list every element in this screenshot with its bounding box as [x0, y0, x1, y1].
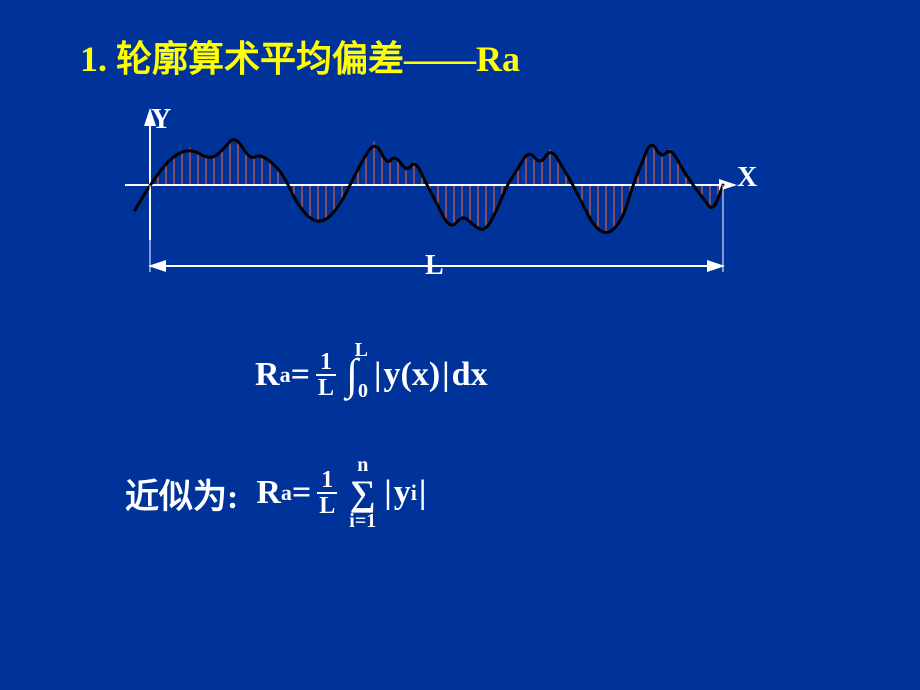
sum-lower: i=1 — [349, 511, 376, 531]
formula-sum: Ra = 1 L n ∑ i=1 |yi| — [256, 455, 428, 531]
profile-diagram: Y X L — [115, 100, 775, 330]
ra-symbol: R — [255, 356, 280, 394]
length-label: L — [425, 250, 444, 282]
equals-sign: = — [291, 356, 310, 394]
frac-denominator: L — [314, 376, 338, 400]
title-prefix: 1. — [80, 39, 116, 79]
integrand-y: y(x) — [384, 356, 441, 394]
integrand-dx: dx — [452, 356, 488, 394]
sum-y-sub: i — [411, 480, 417, 506]
profile-svg — [115, 100, 775, 300]
frac-denominator-2: L — [315, 494, 339, 518]
x-axis-label: X — [737, 162, 757, 194]
equals-sign-2: = — [292, 474, 311, 512]
ra-subscript: a — [280, 362, 291, 388]
sum-y: y — [394, 474, 411, 512]
sum-upper: n — [357, 455, 368, 475]
frac-numerator-2: 1 — [317, 468, 337, 494]
abs-bar-right-2: | — [419, 474, 427, 512]
abs-bar-right: | — [442, 356, 450, 394]
summation-symbol: n ∑ i=1 — [349, 455, 376, 531]
ra-subscript-2: a — [281, 480, 292, 506]
approx-label: 近似为: — [125, 469, 238, 518]
integral-lower: 0 — [358, 380, 368, 403]
formula-integral: Ra = 1 L L ∫ 0 |y(x)| dx — [255, 350, 488, 400]
title-ra: Ra — [476, 39, 520, 79]
abs-bar-left: | — [374, 356, 382, 394]
fraction-1-over-L: 1 L — [314, 350, 338, 400]
fraction-1-over-L-2: 1 L — [315, 468, 339, 518]
integral-upper: L — [355, 339, 368, 362]
title-chinese: 轮廓算术平均偏差—— — [116, 39, 476, 79]
ra-symbol-2: R — [256, 474, 281, 512]
formula-sum-row: 近似为: Ra = 1 L n ∑ i=1 |yi| — [125, 455, 428, 531]
integral-symbol: L ∫ 0 — [346, 353, 358, 397]
y-axis-label: Y — [151, 104, 171, 136]
abs-bar-left-2: | — [384, 474, 392, 512]
slide-title: 1. 轮廓算术平均偏差——Ra — [80, 30, 520, 82]
frac-numerator: 1 — [316, 350, 336, 376]
sigma-sign: ∑ — [350, 475, 376, 511]
